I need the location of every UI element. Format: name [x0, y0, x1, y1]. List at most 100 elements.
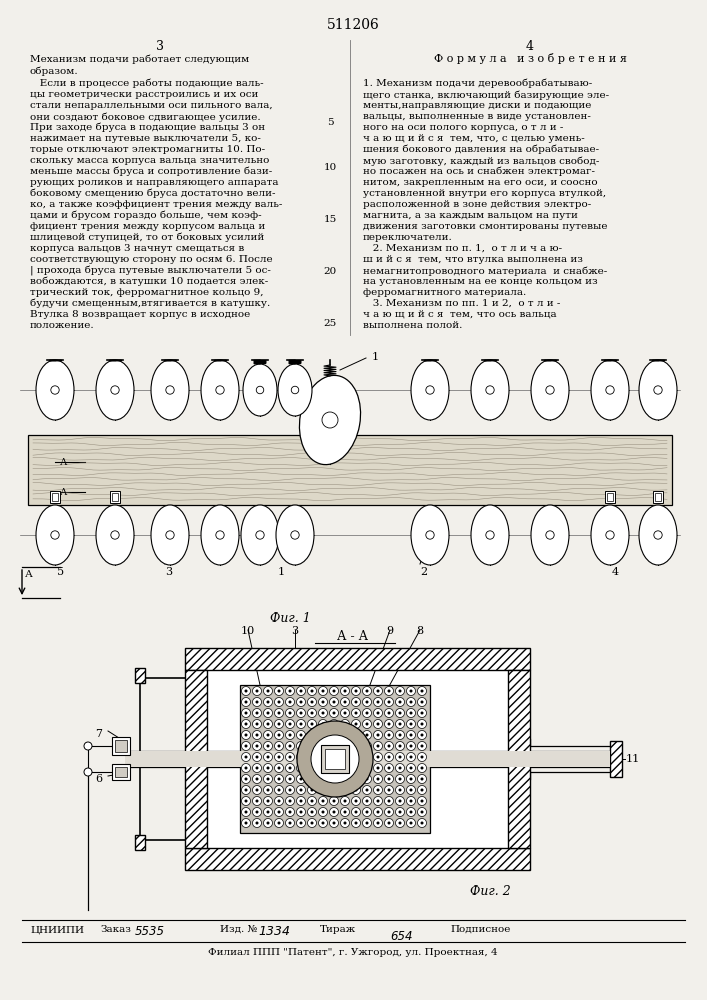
Circle shape [418, 774, 426, 784]
Circle shape [329, 752, 339, 762]
Circle shape [264, 698, 272, 706]
Text: вальцы, выполненные в виде установлен-: вальцы, выполненные в виде установлен- [363, 112, 591, 121]
Circle shape [255, 800, 259, 802]
Circle shape [399, 690, 402, 692]
Circle shape [654, 386, 662, 394]
Circle shape [385, 730, 394, 740]
Circle shape [329, 764, 339, 772]
Circle shape [385, 818, 394, 828]
Circle shape [267, 810, 269, 814]
Circle shape [373, 774, 382, 784]
Bar [185, 648, 530, 670]
Circle shape [310, 734, 313, 736]
Circle shape [373, 752, 382, 762]
Text: 1: 1 [278, 567, 285, 577]
Circle shape [286, 720, 295, 728]
Circle shape [329, 818, 339, 828]
Circle shape [418, 730, 426, 740]
Circle shape [286, 698, 295, 706]
Text: положение.: положение. [30, 321, 95, 330]
Text: трический ток, ферромагнитное кольцо 9,: трический ток, ферромагнитное кольцо 9, [30, 288, 264, 297]
Circle shape [354, 766, 358, 770]
Circle shape [310, 800, 313, 802]
Circle shape [242, 796, 250, 806]
Circle shape [385, 708, 394, 718]
Circle shape [296, 708, 305, 718]
Circle shape [363, 786, 371, 794]
Circle shape [399, 822, 402, 824]
Circle shape [373, 796, 382, 806]
Circle shape [252, 774, 262, 784]
Circle shape [409, 722, 412, 726]
Text: А: А [25, 570, 33, 579]
Circle shape [274, 796, 284, 806]
Circle shape [286, 708, 295, 718]
Circle shape [387, 756, 390, 758]
Circle shape [242, 698, 250, 706]
Circle shape [264, 730, 272, 740]
Circle shape [332, 712, 336, 714]
Circle shape [395, 796, 404, 806]
Circle shape [322, 766, 325, 770]
Circle shape [274, 708, 284, 718]
Circle shape [264, 742, 272, 750]
Circle shape [256, 531, 264, 539]
Circle shape [395, 720, 404, 728]
Circle shape [418, 686, 426, 696]
Ellipse shape [411, 505, 449, 565]
Circle shape [267, 712, 269, 714]
Circle shape [351, 730, 361, 740]
Circle shape [245, 734, 247, 736]
Circle shape [354, 722, 358, 726]
Circle shape [296, 808, 305, 816]
Circle shape [332, 822, 336, 824]
Circle shape [421, 766, 423, 770]
Circle shape [296, 764, 305, 772]
Circle shape [296, 774, 305, 784]
Circle shape [310, 712, 313, 714]
Circle shape [278, 810, 281, 814]
Circle shape [274, 730, 284, 740]
Circle shape [322, 778, 325, 780]
Circle shape [363, 818, 371, 828]
Circle shape [310, 766, 313, 770]
Circle shape [421, 822, 423, 824]
Ellipse shape [243, 364, 277, 416]
Text: 10: 10 [241, 626, 255, 636]
Bar [112, 737, 130, 755]
Circle shape [288, 810, 291, 814]
Text: цами и брусом гораздо больше, чем коэф-: цами и брусом гораздо больше, чем коэф- [30, 211, 262, 221]
Circle shape [310, 690, 313, 692]
Circle shape [255, 734, 259, 736]
Text: ч а ю щ и й с я  тем, что, с целью умень-: ч а ю щ и й с я тем, что, с целью умень- [363, 134, 585, 143]
Bar [112, 764, 130, 780]
Circle shape [310, 744, 313, 748]
Circle shape [310, 810, 313, 814]
Circle shape [286, 730, 295, 740]
Circle shape [373, 686, 382, 696]
Circle shape [252, 708, 262, 718]
Circle shape [300, 722, 303, 726]
Circle shape [286, 818, 295, 828]
Circle shape [546, 386, 554, 394]
Circle shape [387, 722, 390, 726]
Circle shape [344, 800, 346, 802]
Circle shape [286, 686, 295, 696]
Circle shape [351, 698, 361, 706]
Circle shape [318, 720, 327, 728]
Text: Заказ: Заказ [100, 925, 131, 934]
Ellipse shape [201, 505, 239, 565]
Text: соответствующую сторону по осям 6. После: соответствующую сторону по осям 6. После [30, 255, 273, 264]
Circle shape [267, 722, 269, 726]
Circle shape [245, 756, 247, 758]
Circle shape [407, 764, 416, 772]
Circle shape [377, 722, 380, 726]
Circle shape [278, 822, 281, 824]
Bar [321, 745, 349, 773]
Circle shape [409, 800, 412, 802]
Text: менты,направляющие диски и подающие: менты,направляющие диски и подающие [363, 101, 591, 110]
Circle shape [242, 774, 250, 784]
Circle shape [242, 752, 250, 762]
Circle shape [300, 766, 303, 770]
Text: 4: 4 [612, 567, 619, 577]
